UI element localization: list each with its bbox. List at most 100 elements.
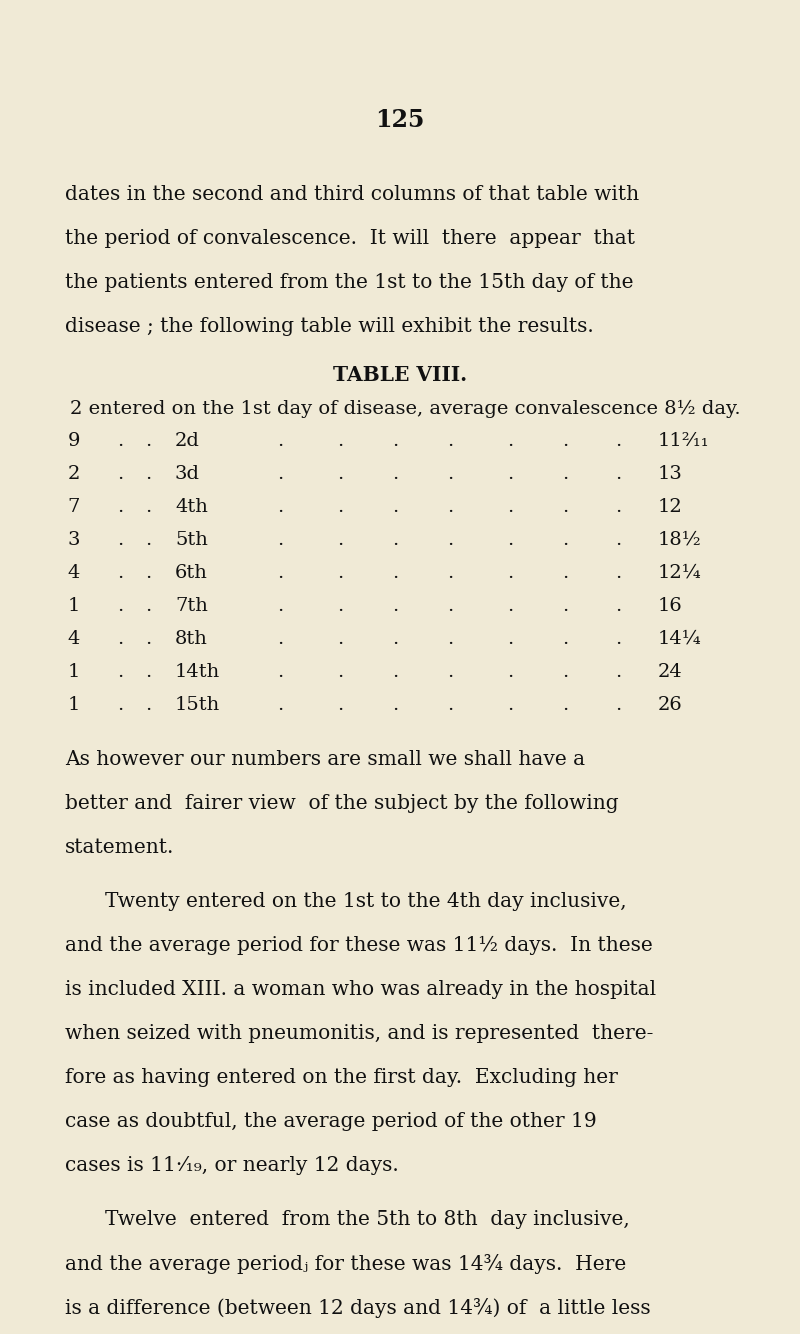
Text: .: . bbox=[615, 696, 621, 714]
Text: .: . bbox=[507, 466, 513, 483]
Text: .: . bbox=[562, 531, 568, 550]
Text: .: . bbox=[392, 531, 398, 550]
Text: Twenty entered on the 1st to the 4th day inclusive,: Twenty entered on the 1st to the 4th day… bbox=[105, 892, 626, 911]
Text: 9: 9 bbox=[67, 432, 80, 450]
Text: .: . bbox=[337, 630, 343, 648]
Text: 16: 16 bbox=[658, 598, 682, 615]
Text: .: . bbox=[392, 696, 398, 714]
Text: 1: 1 bbox=[68, 663, 80, 680]
Text: .: . bbox=[615, 564, 621, 582]
Text: .: . bbox=[615, 498, 621, 516]
Text: 4th: 4th bbox=[175, 498, 208, 516]
Text: 3d: 3d bbox=[175, 466, 200, 483]
Text: .: . bbox=[277, 696, 283, 714]
Text: .: . bbox=[562, 432, 568, 450]
Text: 7th: 7th bbox=[175, 598, 208, 615]
Text: is a difference (between 12 days and 14¾) of  a little less: is a difference (between 12 days and 14¾… bbox=[65, 1298, 650, 1318]
Text: .: . bbox=[117, 696, 123, 714]
Text: .: . bbox=[447, 564, 453, 582]
Text: disease ; the following table will exhibit the results.: disease ; the following table will exhib… bbox=[65, 317, 594, 336]
Text: .: . bbox=[562, 598, 568, 615]
Text: .: . bbox=[145, 432, 151, 450]
Text: 14th: 14th bbox=[175, 663, 220, 680]
Text: .: . bbox=[145, 466, 151, 483]
Text: 13: 13 bbox=[658, 466, 683, 483]
Text: .: . bbox=[447, 531, 453, 550]
Text: 24: 24 bbox=[658, 663, 682, 680]
Text: 4: 4 bbox=[68, 564, 80, 582]
Text: fore as having entered on the first day.  Excluding her: fore as having entered on the first day.… bbox=[65, 1069, 618, 1087]
Text: 15th: 15th bbox=[175, 696, 220, 714]
Text: .: . bbox=[447, 432, 453, 450]
Text: .: . bbox=[615, 432, 621, 450]
Text: when seized with pneumonitis, and is represented  there-: when seized with pneumonitis, and is rep… bbox=[65, 1025, 654, 1043]
Text: .: . bbox=[507, 630, 513, 648]
Text: 7: 7 bbox=[68, 498, 80, 516]
Text: .: . bbox=[117, 466, 123, 483]
Text: .: . bbox=[337, 696, 343, 714]
Text: .: . bbox=[337, 663, 343, 680]
Text: 12¼: 12¼ bbox=[658, 564, 702, 582]
Text: .: . bbox=[392, 564, 398, 582]
Text: and the average periodⱼ for these was 14¾ days.  Here: and the average periodⱼ for these was 14… bbox=[65, 1254, 626, 1274]
Text: .: . bbox=[447, 598, 453, 615]
Text: .: . bbox=[337, 466, 343, 483]
Text: .: . bbox=[392, 466, 398, 483]
Text: 2d: 2d bbox=[175, 432, 200, 450]
Text: .: . bbox=[392, 663, 398, 680]
Text: statement.: statement. bbox=[65, 838, 174, 856]
Text: .: . bbox=[615, 598, 621, 615]
Text: .: . bbox=[277, 598, 283, 615]
Text: .: . bbox=[447, 630, 453, 648]
Text: 14¼: 14¼ bbox=[658, 630, 702, 648]
Text: TABLE VIII.: TABLE VIII. bbox=[333, 366, 467, 386]
Text: .: . bbox=[562, 498, 568, 516]
Text: 125: 125 bbox=[375, 108, 425, 132]
Text: .: . bbox=[337, 564, 343, 582]
Text: .: . bbox=[277, 564, 283, 582]
Text: .: . bbox=[615, 531, 621, 550]
Text: .: . bbox=[337, 432, 343, 450]
Text: .: . bbox=[447, 498, 453, 516]
Text: As however our numbers are small we shall have a: As however our numbers are small we shal… bbox=[65, 750, 585, 768]
Text: .: . bbox=[145, 498, 151, 516]
Text: .: . bbox=[337, 531, 343, 550]
Text: .: . bbox=[337, 498, 343, 516]
Text: .: . bbox=[562, 663, 568, 680]
Text: .: . bbox=[392, 598, 398, 615]
Text: 8th: 8th bbox=[175, 630, 208, 648]
Text: .: . bbox=[392, 630, 398, 648]
Text: .: . bbox=[447, 696, 453, 714]
Text: .: . bbox=[145, 564, 151, 582]
Text: .: . bbox=[277, 432, 283, 450]
Text: .: . bbox=[145, 630, 151, 648]
Text: .: . bbox=[562, 564, 568, 582]
Text: 26: 26 bbox=[658, 696, 682, 714]
Text: 1: 1 bbox=[68, 696, 80, 714]
Text: .: . bbox=[392, 498, 398, 516]
Text: .: . bbox=[562, 696, 568, 714]
Text: 18½: 18½ bbox=[658, 531, 702, 550]
Text: .: . bbox=[277, 630, 283, 648]
Text: .: . bbox=[277, 466, 283, 483]
Text: .: . bbox=[615, 466, 621, 483]
Text: .: . bbox=[277, 531, 283, 550]
Text: .: . bbox=[562, 630, 568, 648]
Text: 2: 2 bbox=[68, 466, 80, 483]
Text: cases is 11·⁄₁₉, or nearly 12 days.: cases is 11·⁄₁₉, or nearly 12 days. bbox=[65, 1157, 398, 1175]
Text: .: . bbox=[337, 598, 343, 615]
Text: 6th: 6th bbox=[175, 564, 208, 582]
Text: 5th: 5th bbox=[175, 531, 208, 550]
Text: .: . bbox=[117, 564, 123, 582]
Text: .: . bbox=[507, 498, 513, 516]
Text: .: . bbox=[145, 696, 151, 714]
Text: .: . bbox=[117, 663, 123, 680]
Text: .: . bbox=[117, 531, 123, 550]
Text: 4: 4 bbox=[68, 630, 80, 648]
Text: .: . bbox=[117, 598, 123, 615]
Text: .: . bbox=[117, 432, 123, 450]
Text: 1: 1 bbox=[68, 598, 80, 615]
Text: .: . bbox=[507, 531, 513, 550]
Text: .: . bbox=[145, 531, 151, 550]
Text: and the average period for these was 11½ days.  In these: and the average period for these was 11½… bbox=[65, 936, 653, 955]
